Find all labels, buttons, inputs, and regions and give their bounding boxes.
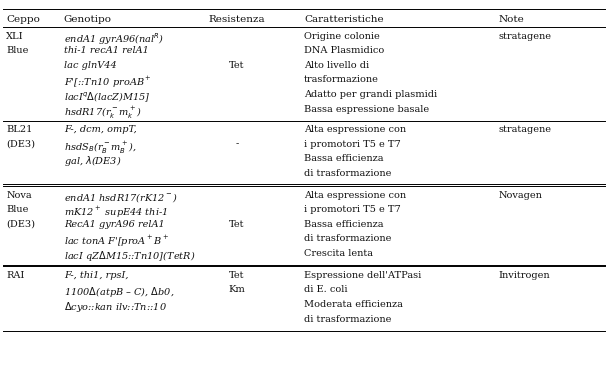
Text: Alto livello di: Alto livello di — [304, 61, 369, 70]
Text: Invitrogen: Invitrogen — [499, 271, 550, 280]
Text: Note: Note — [499, 15, 524, 24]
Text: F-, thi1, rpsI,: F-, thi1, rpsI, — [64, 271, 128, 280]
Text: $\Delta$cyo::kan ilv::Tn::10: $\Delta$cyo::kan ilv::Tn::10 — [64, 300, 167, 314]
Text: Moderata efficienza: Moderata efficienza — [304, 300, 403, 309]
Text: trasformazione: trasformazione — [304, 75, 379, 84]
Text: endA1 gyrA96(nal$^R$): endA1 gyrA96(nal$^R$) — [64, 32, 164, 47]
Text: lacI qZ$\Delta$M15::Tn10](TetR): lacI qZ$\Delta$M15::Tn10](TetR) — [64, 249, 195, 263]
Text: thi-1 recA1 relA1: thi-1 recA1 relA1 — [64, 46, 149, 55]
Text: Tet: Tet — [229, 271, 245, 280]
Text: hsdR17(r$_k^-$m$_k^+$): hsdR17(r$_k^-$m$_k^+$) — [64, 105, 142, 121]
Text: i promotori T5 e T7: i promotori T5 e T7 — [304, 205, 401, 214]
Text: lac glnV44: lac glnV44 — [64, 61, 117, 70]
Text: Ceppo: Ceppo — [6, 15, 40, 24]
Text: di trasformazione: di trasformazione — [304, 315, 392, 324]
Text: Adatto per grandi plasmidi: Adatto per grandi plasmidi — [304, 90, 437, 99]
Text: 1100$\Delta$(atpB – C), $\Delta$b0,: 1100$\Delta$(atpB – C), $\Delta$b0, — [64, 285, 174, 299]
Text: Bassa efficienza: Bassa efficienza — [304, 154, 384, 163]
Text: di trasformazione: di trasformazione — [304, 169, 392, 178]
Text: XLI: XLI — [6, 32, 24, 40]
Text: Resistenza: Resistenza — [209, 15, 266, 24]
Text: F'[::Tn10 proAB$^+$: F'[::Tn10 proAB$^+$ — [64, 75, 151, 91]
Text: stratagene: stratagene — [499, 125, 551, 134]
Text: BL21: BL21 — [6, 125, 32, 134]
Text: Novagen: Novagen — [499, 191, 542, 200]
Text: lac tonA F'[proA$^+$B$^+$: lac tonA F'[proA$^+$B$^+$ — [64, 234, 169, 249]
Text: lacI$^q$$\Delta$(lacZ)M15]: lacI$^q$$\Delta$(lacZ)M15] — [64, 90, 150, 104]
Text: RAI: RAI — [6, 271, 24, 280]
Text: mK12$^+$ supE44 thi-1: mK12$^+$ supE44 thi-1 — [64, 205, 168, 220]
Text: Bassa efficienza: Bassa efficienza — [304, 220, 384, 229]
Text: Km: Km — [229, 285, 246, 294]
Text: i promotori T5 e T7: i promotori T5 e T7 — [304, 139, 401, 148]
Text: di E. coli: di E. coli — [304, 285, 348, 294]
Text: Blue: Blue — [6, 205, 29, 214]
Text: -: - — [235, 139, 239, 148]
Text: Alta espressione con: Alta espressione con — [304, 125, 406, 134]
Text: Origine colonie: Origine colonie — [304, 32, 380, 40]
Text: Bassa espressione basale: Bassa espressione basale — [304, 105, 429, 114]
Text: Nova: Nova — [6, 191, 32, 200]
Text: RecA1 gyrA96 relA1: RecA1 gyrA96 relA1 — [64, 220, 165, 229]
Text: endA1 hsdR17(rK12$^-$): endA1 hsdR17(rK12$^-$) — [64, 191, 178, 204]
Text: Caratteristiche: Caratteristiche — [304, 15, 384, 24]
Text: Espressione dell'ATPasi: Espressione dell'ATPasi — [304, 271, 421, 280]
Text: F-, dcm, ompT,: F-, dcm, ompT, — [64, 125, 137, 134]
Text: di trasformazione: di trasformazione — [304, 234, 392, 243]
Text: Tet: Tet — [229, 61, 245, 70]
Text: (DE3): (DE3) — [6, 220, 35, 229]
Text: Blue: Blue — [6, 46, 29, 55]
Text: stratagene: stratagene — [499, 32, 551, 40]
Text: Tet: Tet — [229, 220, 245, 229]
Text: Crescita lenta: Crescita lenta — [304, 249, 373, 258]
Text: hsdS$_B$(r$_B^-$m$_B^+$),: hsdS$_B$(r$_B^-$m$_B^+$), — [64, 139, 137, 155]
Text: DNA Plasmidico: DNA Plasmidico — [304, 46, 384, 55]
Text: Alta espressione con: Alta espressione con — [304, 191, 406, 200]
Text: (DE3): (DE3) — [6, 139, 35, 148]
Text: gal, $\lambda$(DE3): gal, $\lambda$(DE3) — [64, 154, 121, 168]
Text: Genotipo: Genotipo — [64, 15, 112, 24]
